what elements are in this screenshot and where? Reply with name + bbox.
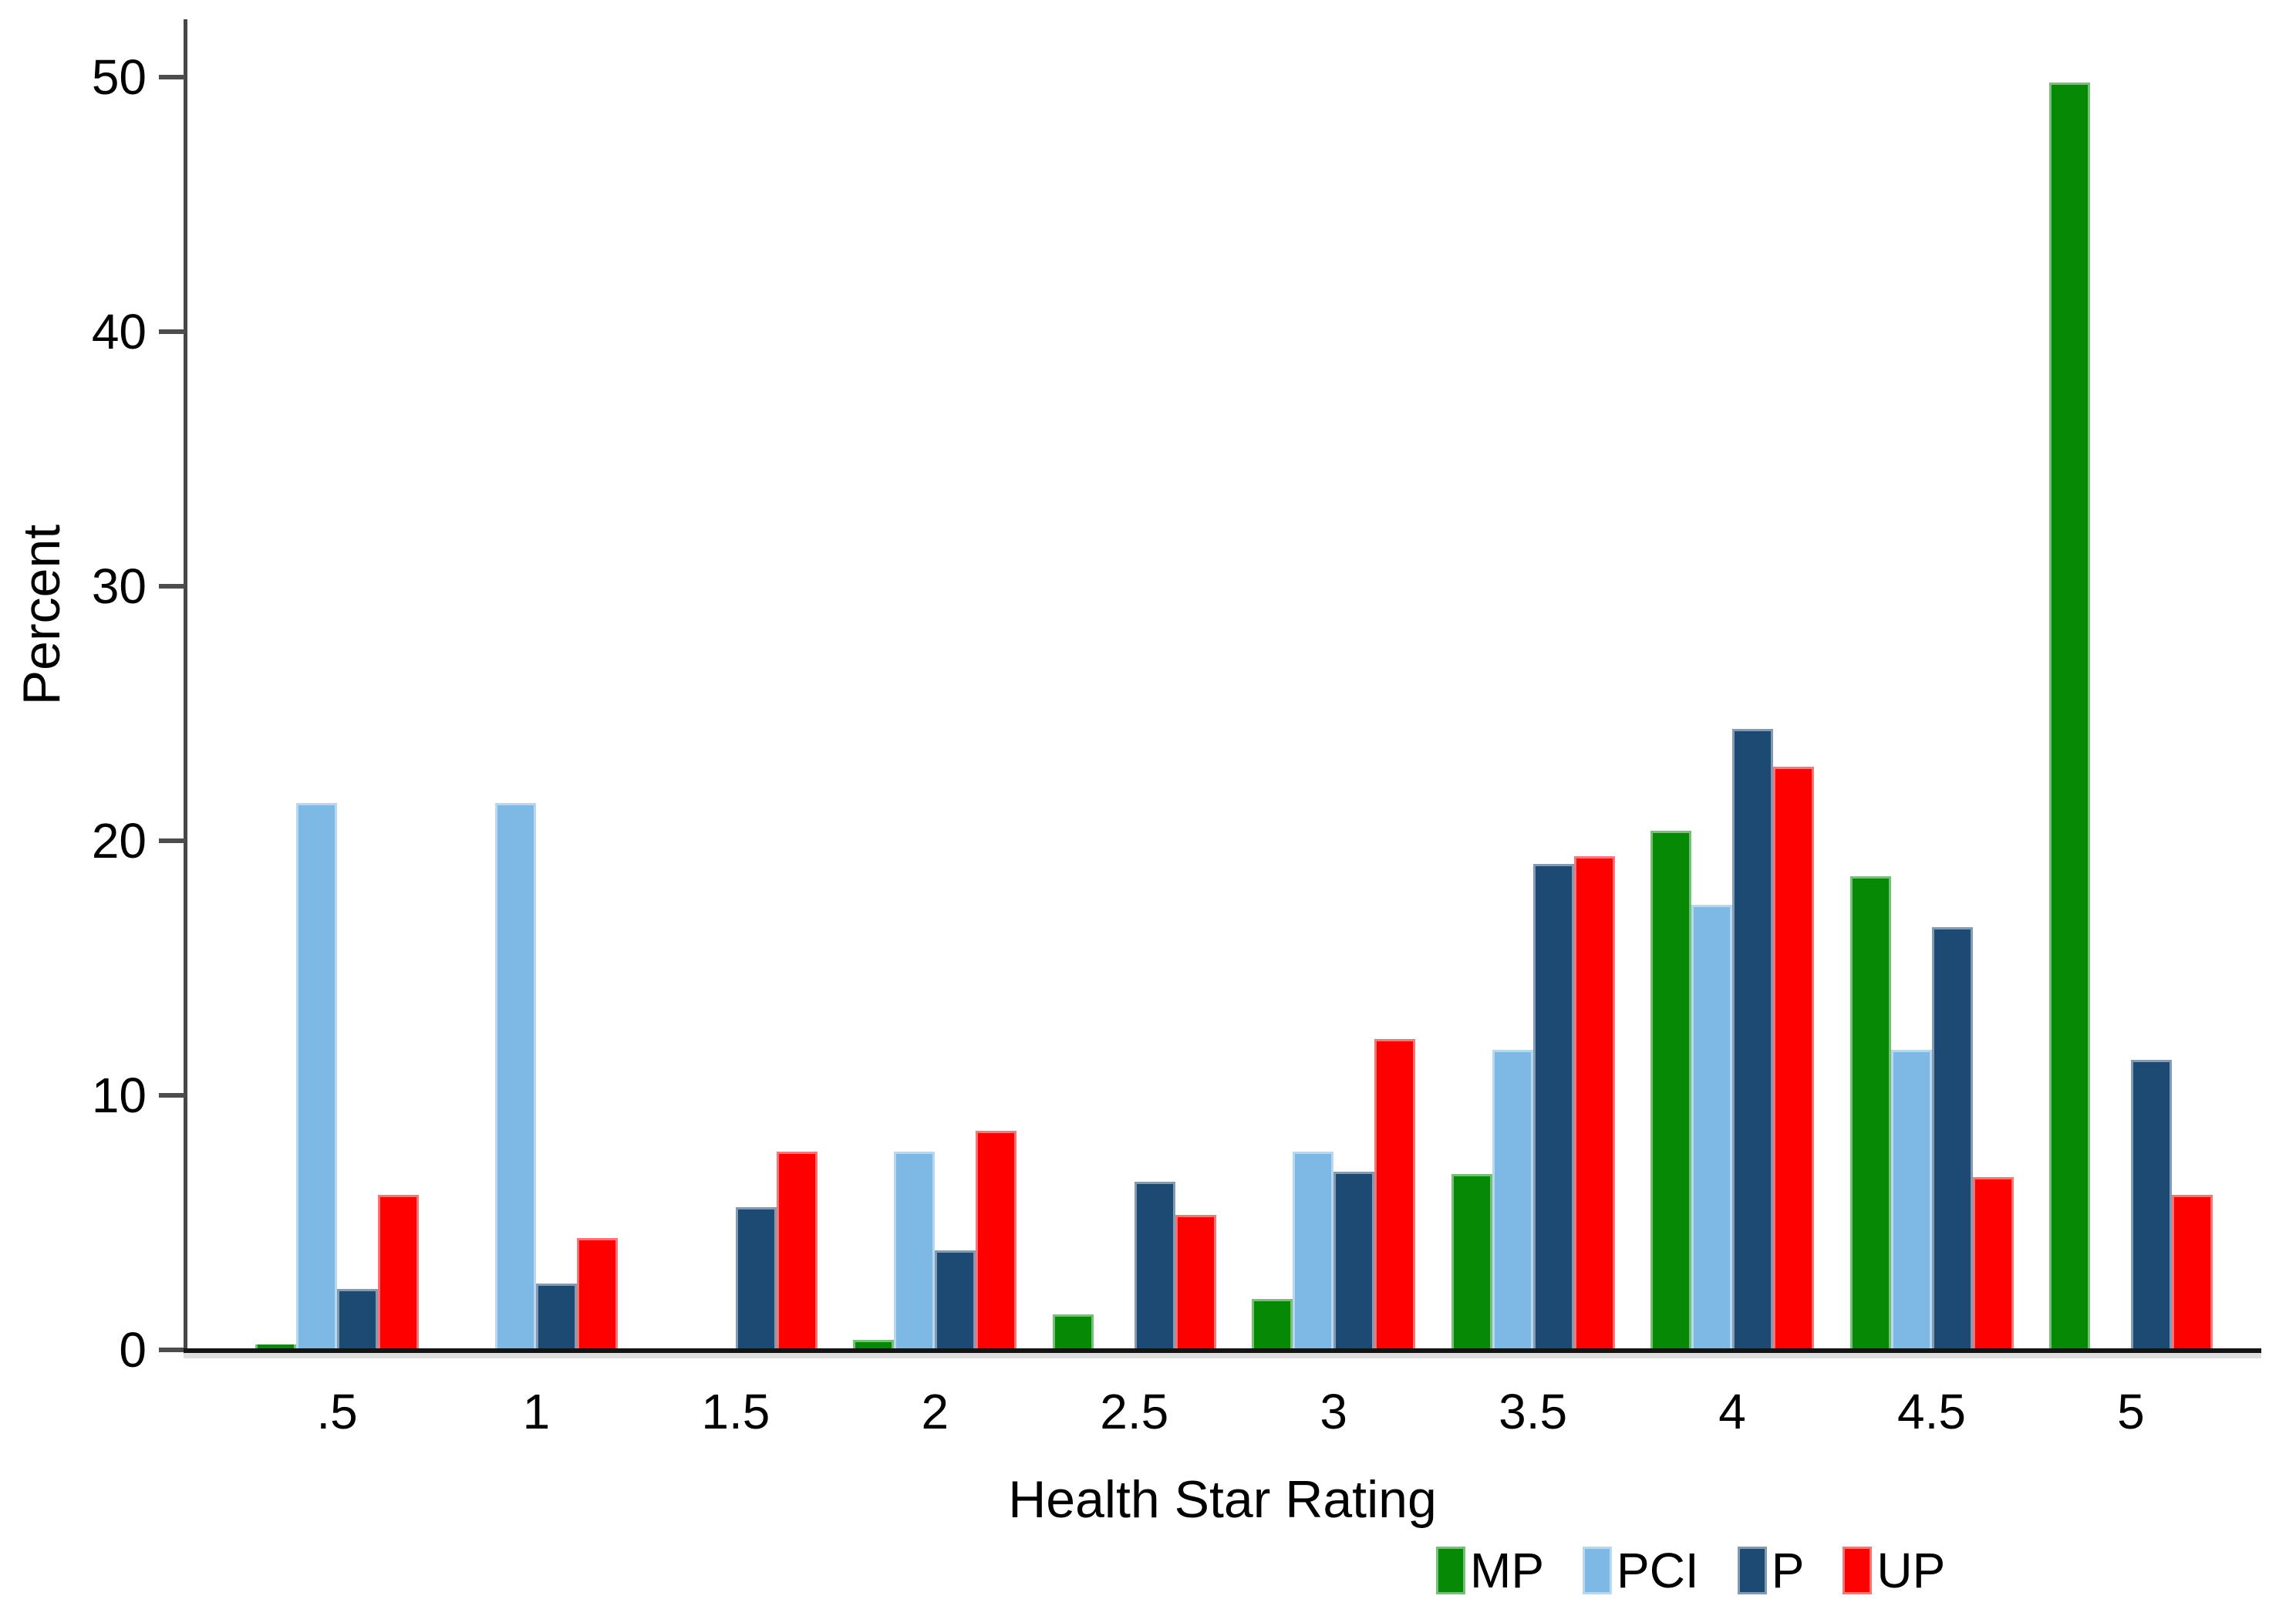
- bar-pci-3: [1293, 1151, 1334, 1350]
- y-tick-mark: [159, 1348, 185, 1352]
- bar-p-2: [935, 1250, 976, 1350]
- bar-up-2.5: [1175, 1215, 1216, 1350]
- bar-p-2.5: [1134, 1182, 1175, 1350]
- bar-pci-4: [1691, 904, 1733, 1350]
- y-tick-label: 20: [91, 813, 147, 869]
- x-tick-label-4: 4: [1718, 1384, 1746, 1439]
- legend-label-up: UP: [1876, 1543, 1946, 1598]
- y-tick-label: 30: [91, 558, 147, 614]
- bar-p-1.5: [735, 1207, 777, 1350]
- y-axis-title: Percent: [12, 524, 71, 706]
- bar-up-2: [976, 1131, 1017, 1350]
- bar-mp-3: [1252, 1299, 1293, 1350]
- x-tick-label-2: 2: [921, 1384, 949, 1439]
- bar-p-5: [2130, 1059, 2172, 1350]
- bar-mp-2.5: [1052, 1314, 1094, 1350]
- legend-swatch-mp: [1436, 1547, 1465, 1594]
- y-tick-mark: [159, 75, 185, 79]
- bar-up-1: [577, 1237, 619, 1350]
- legend-item-p: P: [1737, 1543, 1805, 1598]
- x-tick-label-3.5: 3.5: [1499, 1384, 1568, 1439]
- bar-up-3.5: [1573, 855, 1615, 1350]
- x-tick-label-2.5: 2.5: [1100, 1384, 1169, 1439]
- bar-mp-.5: [255, 1344, 296, 1350]
- legend-item-pci: PCI: [1583, 1546, 1699, 1595]
- y-tick-label: 0: [119, 1322, 147, 1378]
- bar-up-1.5: [776, 1151, 818, 1350]
- bar-up-5: [2171, 1194, 2213, 1350]
- y-axis-line: [184, 19, 187, 1351]
- y-tick-mark: [159, 1093, 185, 1098]
- bar-pci-.5: [296, 802, 337, 1350]
- bar-up-3: [1374, 1039, 1416, 1350]
- legend-swatch-up: [1843, 1547, 1873, 1594]
- y-tick-mark: [159, 584, 185, 589]
- bar-mp-4.5: [1849, 876, 1891, 1350]
- x-tick-label-1: 1: [522, 1384, 551, 1439]
- bar-p-3.5: [1532, 863, 1574, 1350]
- bar-pci-1: [495, 802, 537, 1350]
- legend-swatch-p: [1737, 1547, 1767, 1594]
- x-tick-label-1.5: 1.5: [701, 1384, 770, 1439]
- legend-label-p: P: [1771, 1543, 1805, 1598]
- legend-item-mp: MP: [1436, 1546, 1544, 1595]
- bar-up-4.5: [1972, 1176, 2014, 1350]
- legend-label-mp: MP: [1470, 1543, 1544, 1598]
- bar-up-.5: [378, 1194, 419, 1350]
- bar-pci-2: [894, 1151, 936, 1350]
- x-axis-line: [184, 1348, 2261, 1353]
- x-tick-label-.5: .5: [316, 1384, 358, 1439]
- bar-mp-2: [853, 1339, 895, 1350]
- bar-p-4: [1732, 728, 1774, 1350]
- legend-label-pci: PCI: [1617, 1543, 1699, 1598]
- x-tick-label-4.5: 4.5: [1897, 1384, 1966, 1439]
- bar-up-4: [1773, 767, 1815, 1350]
- legend: MP PCI P UP: [1436, 1546, 1945, 1595]
- bar-p-4.5: [1931, 927, 1973, 1350]
- x-axis-title: Health Star Rating: [1008, 1470, 1437, 1529]
- bar-pci-4.5: [1890, 1049, 1932, 1350]
- bar-mp-3.5: [1451, 1174, 1492, 1350]
- bar-p-1: [536, 1284, 578, 1350]
- bar-p-.5: [337, 1288, 378, 1350]
- x-tick-label-3: 3: [1320, 1384, 1347, 1439]
- legend-item-up: UP: [1843, 1546, 1945, 1595]
- y-tick-label: 10: [91, 1068, 147, 1123]
- x-tick-label-5: 5: [2117, 1384, 2145, 1439]
- x-axis-shadow: [184, 1353, 2261, 1358]
- legend-swatch-pci: [1583, 1547, 1612, 1594]
- y-tick-label: 40: [91, 304, 147, 359]
- bar-mp-5: [2048, 82, 2090, 1350]
- bar-mp-4: [1650, 830, 1692, 1350]
- y-tick-mark: [159, 329, 185, 334]
- bar-pci-3.5: [1492, 1049, 1533, 1350]
- bar-p-3: [1333, 1172, 1375, 1350]
- y-tick-mark: [159, 838, 185, 843]
- y-tick-label: 50: [91, 49, 147, 105]
